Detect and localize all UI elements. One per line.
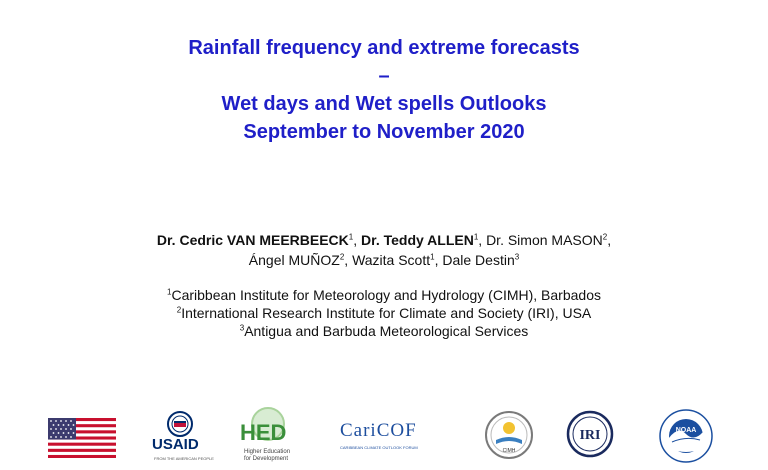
hed-tagline-2: for Development [244, 456, 289, 462]
author-name: Dr. Teddy ALLEN [361, 232, 474, 248]
affiliation-item: 1Caribbean Institute for Meteorology and… [167, 287, 601, 303]
authors-line-2: Ángel MUÑOZ2, Wazita Scott1, Dale Destin… [248, 252, 520, 268]
noaa-logo: NOAA [658, 408, 714, 464]
author-name: Dr. Cedric VAN MEERBEECK [156, 232, 349, 248]
noaa-label: NOAA [676, 427, 697, 434]
iri-logo: IRI [566, 410, 614, 458]
cimh-logo: CIMH [484, 410, 534, 460]
authors-line-1: Dr. Cedric VAN MEERBEECK1, Dr. Teddy ALL… [156, 232, 612, 248]
partner-logos: USAID FROM THE AMERICAN PEOPLE HED Highe… [0, 404, 768, 468]
author-name: Dr. Simon MASON [486, 232, 603, 248]
slide-title: Rainfall frequency and extreme forecasts… [0, 34, 768, 146]
caricof-logo: CariCOF CARIBBEAN CLIMATE OUTLOOK FORUM [340, 420, 440, 460]
author-name: Wazita Scott [352, 252, 431, 268]
caricof-tagline: CARIBBEAN CLIMATE OUTLOOK FORUM [340, 445, 418, 450]
hed-tagline-1: Higher Education [244, 449, 291, 455]
usaid-logo: USAID FROM THE AMERICAN PEOPLE [150, 410, 214, 468]
affiliation-item: 2International Research Institute for Cl… [176, 305, 592, 321]
author-name: Ángel MUÑOZ [248, 252, 340, 268]
caricof-wordmark: CariCOF [340, 420, 417, 441]
usaid-tagline: FROM THE AMERICAN PEOPLE [154, 456, 214, 461]
authors-block: Dr. Cedric VAN MEERBEECK1, Dr. Teddy ALL… [0, 230, 768, 270]
iri-label: IRI [579, 428, 600, 443]
title-line-2: – [378, 65, 390, 87]
us-flag-logo [48, 418, 116, 458]
usaid-wordmark: USAID [152, 436, 199, 453]
hed-logo: HED Higher Education for Development [232, 406, 304, 468]
author-name: Dale Destin [442, 252, 515, 268]
title-line-1: Rainfall frequency and extreme forecasts [188, 37, 580, 59]
title-line-3: Wet days and Wet spells Outlooks [221, 93, 547, 115]
cimh-label: CIMH [503, 448, 516, 454]
affiliation-item: 3Antigua and Barbuda Meteorological Serv… [239, 323, 529, 339]
affiliations-block: 1Caribbean Institute for Meteorology and… [0, 286, 768, 340]
title-line-4: September to November 2020 [243, 121, 525, 143]
hed-wordmark: HED [240, 420, 287, 445]
